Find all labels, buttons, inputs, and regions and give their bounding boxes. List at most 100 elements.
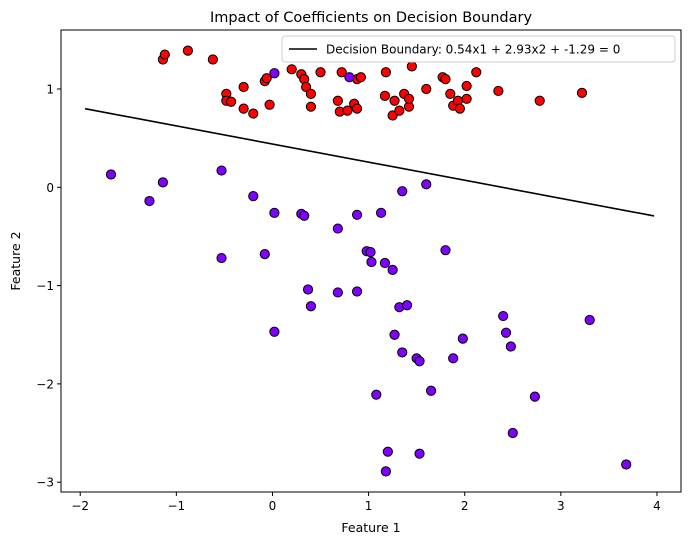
data-point-class-0 [365,247,376,258]
data-point-class-1 [238,103,249,114]
data-point-class-0 [375,207,387,218]
data-point-class-0 [397,186,408,197]
data-point-class-0 [299,210,310,221]
data-point-class-0 [440,245,451,256]
data-point-class-0 [259,249,270,260]
data-point-class-1 [342,105,353,116]
data-point-class-1 [336,67,347,78]
data-point-class-0 [379,257,391,269]
data-point-class-0 [382,446,393,457]
data-point-class-1 [461,80,472,92]
data-point-class-1 [305,101,317,112]
data-point-class-0 [397,347,408,358]
data-point-class-1 [315,67,326,78]
data-point-class-1 [576,87,588,99]
data-point-class-0 [366,256,377,268]
data-point-class-1 [534,95,545,106]
data-point-class-1 [226,96,237,107]
data-point-class-0 [105,169,117,180]
data-point-class-0 [529,391,540,402]
data-point-class-0 [505,341,516,352]
data-point-class-1 [159,49,170,60]
x-tick-label: 4 [653,499,661,513]
data-point-class-1 [207,54,218,65]
data-point-class-0 [389,329,400,340]
data-point-class-1 [332,95,343,106]
legend-label: Decision Boundary: 0.54x1 + 2.93x2 + -1.… [326,43,620,57]
decision-boundary-line [84,107,655,217]
data-point-class-1 [286,64,297,75]
y-tick-label: −1 [36,279,54,293]
data-point-class-0 [414,448,425,459]
data-point-class-1 [351,103,363,114]
data-point-class-0 [621,459,632,470]
data-point-class-1 [454,103,466,114]
data-point-class-0 [380,466,391,477]
data-point-class-0 [332,287,343,298]
x-tick-label: −1 [167,499,185,513]
data-point-class-1 [301,81,312,93]
x-axis-label: Feature 1 [341,520,400,535]
data-point-class-1 [421,83,432,95]
x-tick-label: 1 [365,499,373,513]
data-point-class-0 [421,179,432,190]
data-point-class-1 [380,67,391,78]
data-point-class-1 [387,110,398,121]
data-point-class-0 [500,327,512,338]
data-point-class-1 [182,45,193,56]
data-point-class-0 [507,427,518,439]
data-point-class-0 [216,252,227,264]
data-point-class-1 [493,85,504,97]
data-point-class-0 [248,191,259,202]
data-point-class-1 [238,81,249,93]
data-point-class-1 [261,73,272,84]
data-point-class-1 [389,95,400,106]
x-tick-label: 0 [269,499,277,513]
data-point-class-1 [445,88,456,99]
data-point-class-0 [457,333,468,344]
legend-box [281,35,676,63]
x-tick-label: −2 [71,499,89,513]
data-point-class-0 [269,326,280,337]
data-point-class-1 [461,93,472,104]
data-point-class-1 [355,72,367,83]
data-point-class-0 [332,223,343,234]
data-point-class-0 [351,209,363,220]
data-point-class-0 [448,353,459,364]
data-point-class-1 [440,74,451,85]
legend: Decision Boundary: 0.54x1 + 2.93x2 + -1.… [281,35,676,63]
data-point-class-0 [498,310,509,322]
data-point-class-0 [305,301,317,312]
y-tick-label: 1 [46,82,54,96]
y-tick-label: 0 [46,181,54,195]
data-point-class-0 [269,207,280,218]
data-point-class-0 [351,286,363,297]
chart-title: Impact of Coefficients on Decision Bound… [210,10,532,26]
plot-frame [60,29,682,493]
y-tick-label: −3 [36,476,54,490]
data-point-class-0 [387,264,398,275]
data-point-class-1 [248,108,259,119]
data-point-class-0 [414,356,425,367]
data-point-class-1 [471,67,482,78]
y-axis-label: Feature 2 [8,231,23,290]
data-point-class-0 [157,177,168,188]
data-point-class-1 [305,88,317,99]
data-point-class-1 [264,99,275,110]
x-tick-label: 3 [557,499,565,513]
data-point-class-1 [403,93,415,104]
data-point-class-0 [269,68,280,79]
data-point-class-0 [216,165,227,176]
data-point-class-0 [371,389,382,400]
data-point-class-0 [344,72,355,83]
data-point-class-1 [394,105,405,116]
data-point-class-0 [302,284,314,295]
data-point-class-0 [584,314,595,326]
x-tick-label: 2 [461,499,469,513]
data-point-class-0 [425,385,437,396]
data-point-class-0 [144,195,155,207]
data-point-class-1 [406,61,417,72]
y-tick-label: −2 [36,377,54,391]
data-point-class-1 [379,90,391,101]
